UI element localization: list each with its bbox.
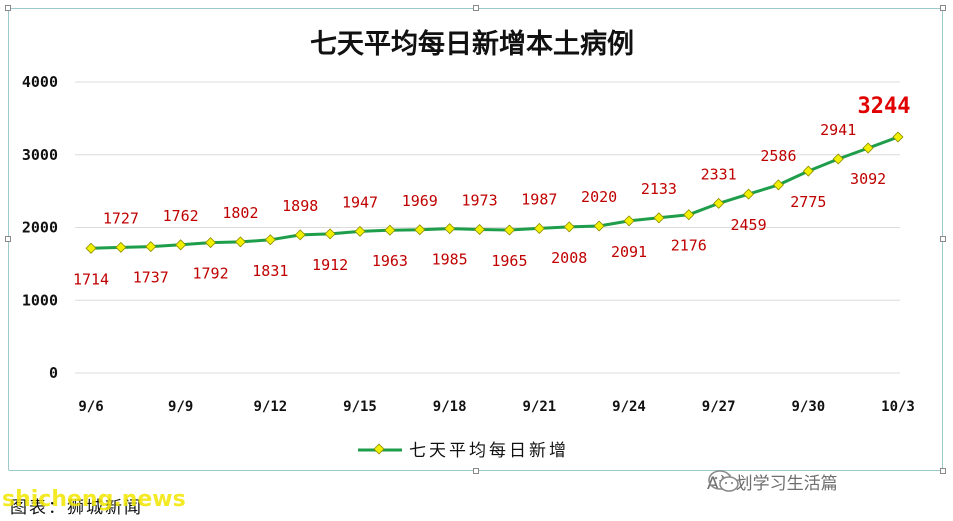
data-labels: 1714 1727 1737 1762 1792 1802 1831 1898 1912 1947… (73, 94, 911, 288)
data-label-10-1: 2941 (820, 121, 856, 139)
data-label-9-19: 1973 (461, 191, 497, 209)
chart-frame (8, 8, 943, 471)
data-point-9-12 (264, 234, 276, 246)
data-point-9-30 (802, 165, 814, 177)
y-tick-label-2000: 2000 (22, 219, 58, 237)
data-label-9-28: 2459 (730, 216, 766, 234)
data-label-9-16: 1963 (372, 252, 408, 270)
site-watermark: shicheng.news (2, 487, 186, 512)
data-point-9-9 (175, 239, 187, 251)
y-tick-label-3000: 3000 (22, 146, 58, 164)
x-tick-label-9-12: 9/12 (253, 399, 287, 415)
data-label-9-29: 2586 (760, 147, 796, 165)
data-label-9-24: 2091 (611, 243, 647, 261)
y-axis-ticks: 0 1000 2000 3000 4000 (22, 73, 58, 382)
data-point-9-7 (115, 241, 127, 253)
resize-handle-middle-left[interactable] (5, 236, 11, 242)
data-point-9-6 (85, 242, 97, 254)
data-label-9-6: 1714 (73, 270, 109, 288)
chart-legend: 七天平均每日新增 (358, 441, 569, 461)
data-point-10-2 (862, 142, 874, 154)
resize-handle-bottom-center[interactable] (473, 468, 479, 474)
data-label-9-25: 2133 (641, 180, 677, 198)
data-label-10-2: 3092 (850, 170, 886, 188)
data-label-9-20: 1965 (491, 252, 527, 270)
data-point-9-24 (623, 215, 635, 227)
y-tick-label-1000: 1000 (22, 291, 58, 309)
x-tick-label-9-21: 9/21 (522, 399, 556, 415)
x-axis-ticks: 9/6 9/9 9/12 9/15 9/18 9/21 9/24 9/27 9/30 10/3 (78, 399, 915, 415)
data-point-9-21 (533, 222, 545, 234)
x-tick-label-9-15: 9/15 (343, 399, 377, 415)
data-point-10-1 (832, 153, 844, 165)
data-label-9-30: 2775 (790, 193, 826, 211)
data-point-9-8 (145, 241, 157, 253)
x-tick-label-10-3: 10/3 (881, 399, 915, 415)
data-label-9-11: 1802 (222, 204, 258, 222)
data-point-9-25 (653, 212, 665, 224)
resize-handle-bottom-right[interactable] (940, 468, 946, 474)
wechat-watermark: A计划学习生活篇 (707, 469, 838, 494)
data-point-9-27 (713, 197, 725, 209)
x-tick-label-9-9: 9/9 (168, 399, 193, 415)
x-tick-label-9-18: 9/18 (433, 399, 467, 415)
data-label-9-12: 1831 (252, 262, 288, 280)
data-point-9-14 (324, 228, 336, 240)
series-line (90, 135, 899, 250)
data-label-9-13: 1898 (282, 197, 318, 215)
data-label-9-14: 1912 (312, 256, 348, 274)
resize-handle-top-right[interactable] (940, 5, 946, 11)
data-point-9-28 (743, 188, 755, 200)
data-point-9-26 (683, 209, 695, 221)
y-tick-label-0: 0 (49, 364, 58, 382)
chart-source: 图表：狮城新闻 (10, 498, 143, 518)
data-label-9-7: 1727 (103, 209, 139, 227)
chart-gridlines (75, 81, 900, 374)
data-label-9-17: 1969 (402, 192, 438, 210)
data-point-10-3 (892, 131, 904, 143)
legend-label: 七天平均每日新增 (409, 441, 569, 461)
data-point-9-22 (563, 221, 575, 233)
data-label-9-27: 2331 (701, 165, 737, 183)
data-point-9-15 (354, 225, 366, 237)
data-point-9-11 (234, 236, 246, 248)
legend-marker (373, 443, 385, 455)
data-label-9-8: 1737 (133, 269, 169, 287)
data-label-9-15: 1947 (342, 193, 378, 211)
y-tick-label-4000: 4000 (22, 73, 58, 91)
data-point-9-10 (205, 237, 217, 249)
data-point-9-13 (294, 229, 306, 241)
data-label-9-18: 1985 (432, 251, 468, 269)
resize-handle-top-center[interactable] (473, 5, 479, 11)
data-label-9-26: 2176 (671, 237, 707, 255)
data-point-9-17 (414, 224, 426, 236)
data-point-9-29 (772, 179, 784, 191)
data-point-9-18 (444, 223, 456, 235)
wechat-icon (708, 470, 739, 492)
data-point-9-23 (593, 220, 605, 232)
data-label-9-21: 1987 (521, 190, 557, 208)
chart-title: 七天平均每日新增本土病例 (310, 28, 634, 60)
data-label-9-23: 2020 (581, 188, 617, 206)
x-tick-label-9-24: 9/24 (612, 399, 646, 415)
data-point-9-16 (384, 224, 396, 236)
wechat-account-name: A计划学习生活篇 (707, 474, 838, 494)
data-point-9-19 (474, 223, 486, 235)
data-label-9-9: 1762 (163, 207, 199, 225)
chart-series (85, 131, 904, 254)
resize-handle-top-left[interactable] (5, 5, 11, 11)
data-label-10-3: 3244 (858, 94, 911, 119)
resize-handle-middle-right[interactable] (940, 236, 946, 242)
x-tick-label-9-27: 9/27 (702, 399, 736, 415)
data-point-9-20 (503, 224, 515, 236)
x-tick-label-9-30: 9/30 (791, 399, 825, 415)
data-label-9-22: 2008 (551, 249, 587, 267)
data-label-9-10: 1792 (192, 265, 228, 283)
x-tick-label-9-6: 9/6 (78, 399, 103, 415)
